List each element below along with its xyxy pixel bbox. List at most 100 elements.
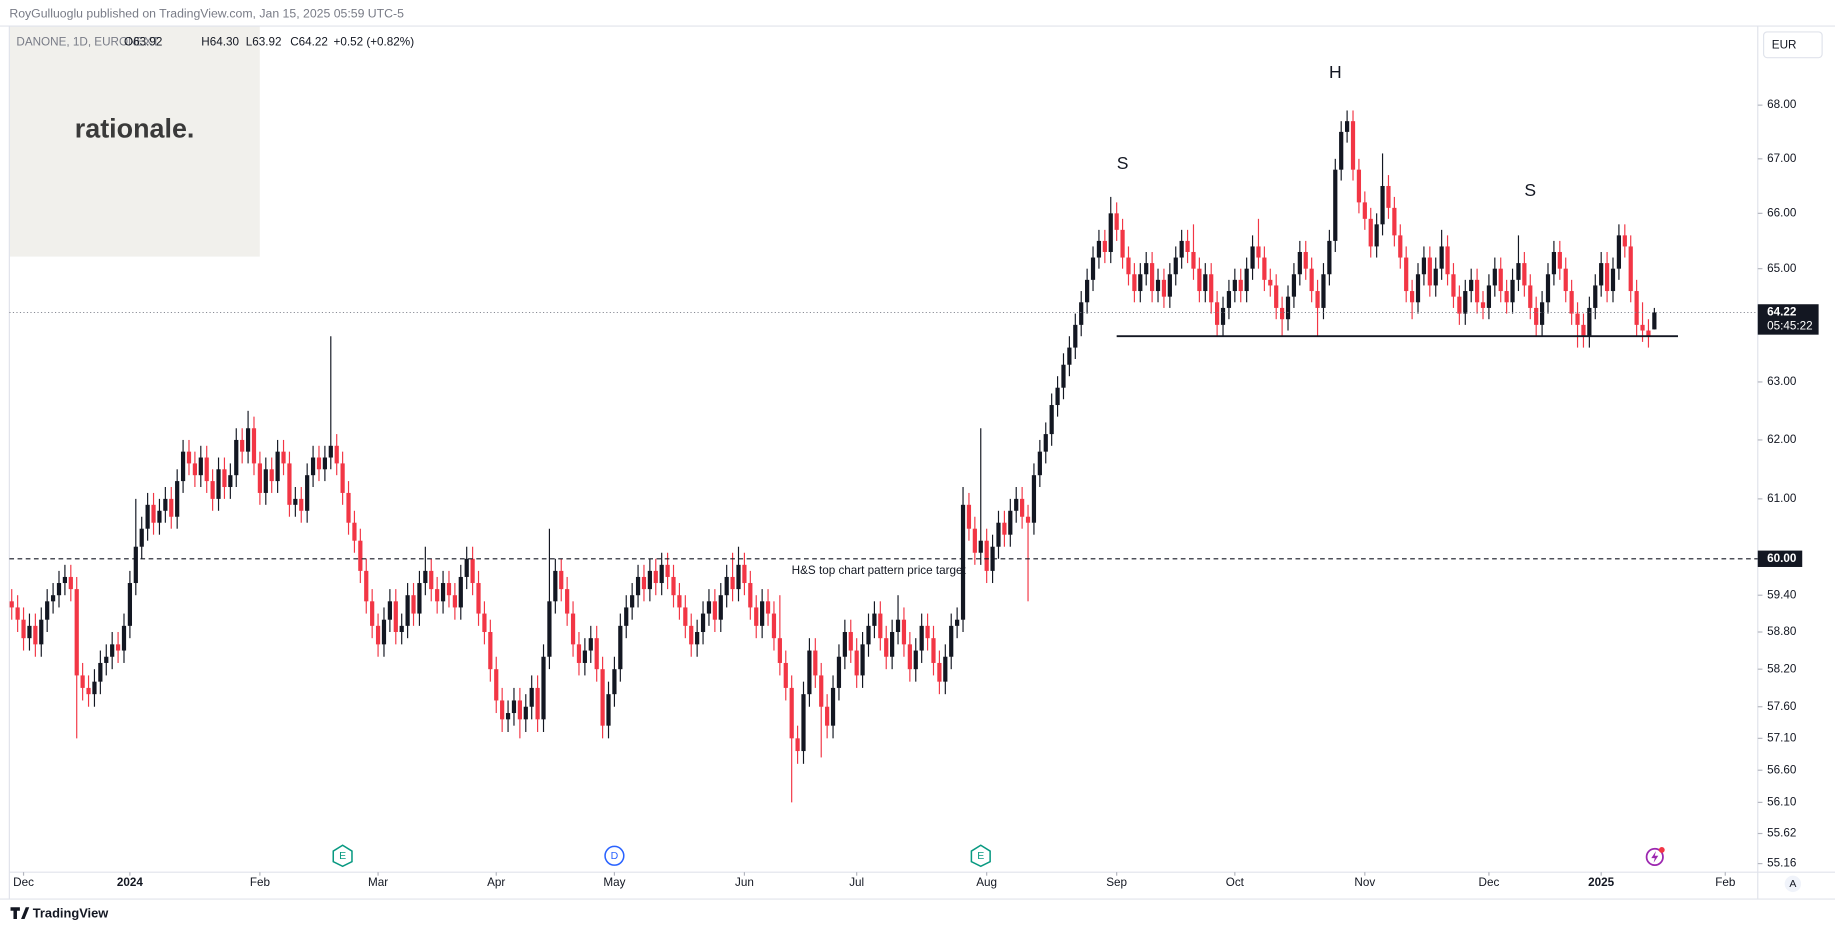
candle-body <box>570 613 576 645</box>
candle-body <box>446 583 452 596</box>
candle-body <box>553 570 558 602</box>
candle-body <box>364 570 369 602</box>
candle-body <box>943 656 948 682</box>
candle-body <box>68 576 73 590</box>
x-tick-label: Sep <box>1106 876 1127 889</box>
candle-body <box>754 607 759 626</box>
symbol: DANONE, 1D, EURONEXT <box>16 36 159 49</box>
candle-body <box>1492 268 1497 286</box>
candle-body <box>1439 246 1444 269</box>
event-marker <box>970 844 991 868</box>
candle-body <box>523 706 528 720</box>
candle-body <box>966 504 972 529</box>
y-tick-label: 57.60 <box>1767 700 1797 713</box>
candle-body <box>423 570 428 584</box>
candle-body <box>884 638 889 657</box>
candle-body <box>937 662 942 682</box>
candle-body <box>1610 268 1616 292</box>
candle-body <box>588 638 593 651</box>
candle-body <box>352 522 357 541</box>
candle-body <box>1209 274 1214 303</box>
x-tick-label: 2024 <box>117 876 144 889</box>
candle-body <box>494 669 499 701</box>
candle-body <box>440 583 446 602</box>
candle-body <box>269 469 274 482</box>
pattern-label: S <box>1117 153 1129 173</box>
candle-body <box>1368 218 1373 247</box>
alert-bolt <box>1651 851 1659 863</box>
candle-body <box>145 504 150 529</box>
candle-body <box>1427 257 1432 286</box>
candle-body <box>133 546 138 584</box>
candle-body <box>1421 257 1427 275</box>
candle-body <box>1539 302 1545 325</box>
candle-body <box>1344 121 1350 132</box>
candle-body <box>127 583 133 626</box>
target-tag-label: 60.00 <box>1767 552 1797 565</box>
candle-body <box>1451 274 1456 297</box>
candle-body <box>830 687 836 726</box>
scale-mode-button[interactable] <box>1784 875 1802 893</box>
candle-body <box>50 595 56 602</box>
candle-body <box>665 564 670 577</box>
currency[interactable]: EUR <box>1772 38 1797 51</box>
candle-body <box>955 619 960 626</box>
candle-body <box>1031 475 1037 523</box>
candle-body <box>275 451 280 482</box>
candle-body <box>358 540 363 571</box>
candle-body <box>1581 324 1586 337</box>
candle-body <box>240 439 245 452</box>
candle-body <box>1025 516 1031 523</box>
candle-body <box>890 632 895 657</box>
target-text: H&S top chart pattern price target <box>792 564 967 577</box>
candle-body <box>795 738 800 752</box>
x-tick-label: Oct <box>1226 876 1245 889</box>
candle-body <box>1640 324 1645 331</box>
currency-button[interactable] <box>1763 31 1823 59</box>
pattern-label: H <box>1329 62 1342 82</box>
scale-mode[interactable]: A <box>1789 878 1796 890</box>
candle-body <box>1392 207 1397 236</box>
candle-body <box>1274 285 1279 308</box>
candle-body <box>624 607 629 626</box>
candle-body <box>228 475 233 488</box>
candle-body <box>872 613 877 626</box>
candle-body <box>813 650 818 676</box>
candle-body <box>346 492 351 523</box>
candle-body <box>1404 257 1409 292</box>
y-tick-label: 58.80 <box>1767 625 1797 638</box>
price-tag <box>1757 304 1819 335</box>
x-tick-label: Apr <box>487 876 505 889</box>
candle-body <box>1161 279 1167 297</box>
candle-body <box>1480 302 1486 308</box>
x-tick-label: Dec <box>13 876 34 889</box>
candle-body <box>299 498 304 511</box>
candle-body <box>1528 285 1533 308</box>
candle-body <box>1380 185 1385 225</box>
candle-body <box>1191 251 1196 269</box>
candle-body <box>180 451 186 482</box>
candle-body <box>204 457 209 482</box>
candle-body <box>878 613 883 639</box>
candle-body <box>435 589 440 602</box>
candle-body <box>801 694 806 752</box>
candle-body <box>1179 240 1184 258</box>
candle-body <box>1020 498 1025 517</box>
y-tick-label: 61.00 <box>1767 492 1797 505</box>
candle-body <box>760 601 765 626</box>
candle-body <box>618 625 623 670</box>
candle-body <box>1037 451 1042 476</box>
candle-body <box>842 632 847 657</box>
candle-body <box>39 619 44 645</box>
candle-body <box>1575 313 1580 325</box>
x-tick-label: Aug <box>976 876 997 889</box>
candle-body <box>1155 279 1161 292</box>
candle-body <box>1280 307 1285 320</box>
candle-body <box>1090 257 1096 280</box>
candle-body <box>789 687 794 739</box>
candle-body <box>1516 263 1521 280</box>
y-tick-label: 56.60 <box>1767 763 1797 776</box>
candle-body <box>913 650 918 670</box>
candle-body <box>925 625 930 639</box>
